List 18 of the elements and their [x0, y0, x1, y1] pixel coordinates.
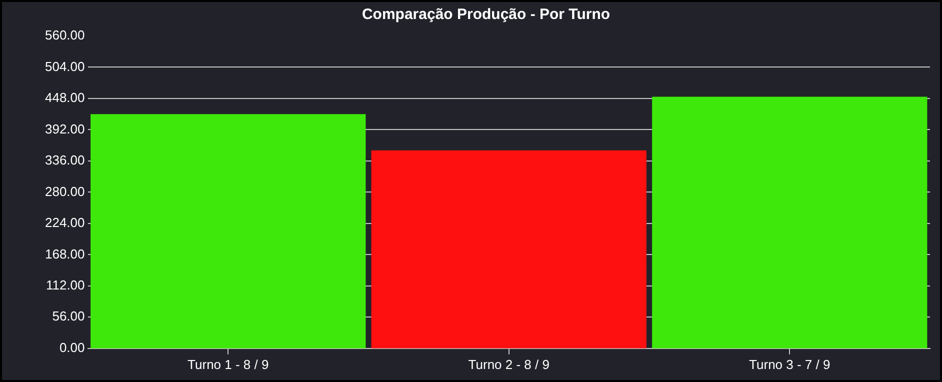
chart-title: Comparação Produção - Por Turno	[362, 6, 610, 24]
x-tick-label: Turno 1 - 8 / 9	[188, 356, 269, 372]
y-tick-label: 0.00	[59, 340, 85, 355]
y-tick-label: 504.00	[44, 58, 85, 74]
x-tick-label: Turno 2 - 8 / 9	[468, 356, 550, 372]
y-tick-label: 448.00	[44, 90, 85, 106]
x-tick-label: Turno 3 - 7 / 9	[749, 356, 830, 372]
bar	[371, 150, 646, 348]
y-tick-label: 392.00	[44, 121, 85, 136]
y-tick-label: 560.00	[44, 28, 85, 43]
y-tick-label: 336.00	[44, 152, 85, 168]
y-tick-label: 168.00	[44, 246, 85, 262]
y-tick-label: 112.00	[46, 278, 85, 292]
y-tick-label: 56.00	[52, 308, 85, 324]
bar	[90, 114, 366, 348]
y-tick-label: 224.00	[44, 215, 85, 230]
bar	[652, 96, 928, 348]
y-tick-label: 280.00	[44, 184, 85, 199]
